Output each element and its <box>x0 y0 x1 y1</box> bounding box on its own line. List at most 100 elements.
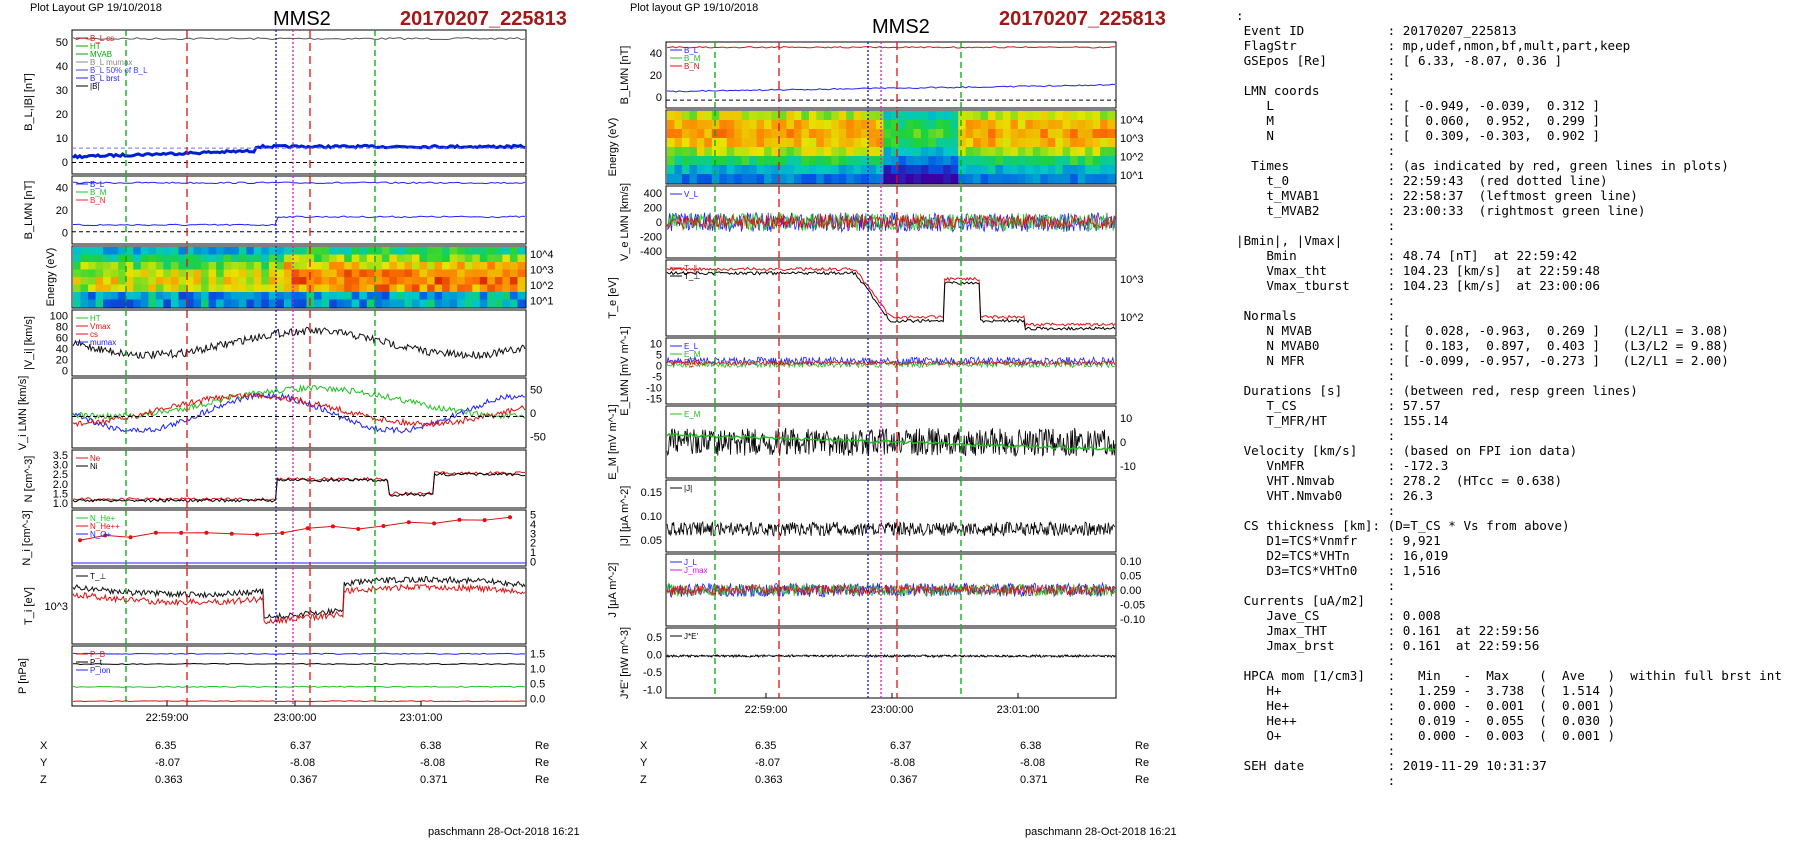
spectrogram-cell <box>231 277 240 286</box>
y-axis-label: V_e LMN [km/s] <box>619 183 631 261</box>
spectrogram-cell <box>434 247 443 256</box>
legend-label: N_He++ <box>90 522 120 531</box>
spectrogram-cell <box>178 269 187 278</box>
spectrogram-cell <box>1092 138 1101 148</box>
coord-value: -8.07 <box>155 757 181 769</box>
spectrogram-cell <box>103 262 112 271</box>
spectrogram-cell <box>1107 138 1116 148</box>
spectrogram-cell <box>457 284 466 293</box>
spectrogram-cell <box>674 156 683 166</box>
series-PB <box>73 662 526 666</box>
coord-value: 0.367 <box>890 774 918 786</box>
series-EM-filtered <box>666 432 1116 452</box>
y-tick-label: 10^3 <box>1120 274 1144 286</box>
spectrogram-cell <box>995 111 1004 121</box>
spectrogram-cell <box>696 156 705 166</box>
spectrogram-cell <box>494 284 503 293</box>
spectrogram-cell <box>891 120 900 130</box>
spectrogram-cell <box>487 262 496 271</box>
spectrogram-cell <box>1047 111 1056 121</box>
spectrogram-cell <box>110 299 119 308</box>
panel-frame-N <box>71 449 527 509</box>
spectrogram-cell <box>779 174 788 184</box>
y-tick-label: 5 <box>656 350 662 362</box>
spectrogram-cell <box>118 284 127 293</box>
coord-row-label: X <box>40 740 48 752</box>
spectrogram-cell <box>898 156 907 166</box>
spectrogram-cell <box>1017 129 1026 139</box>
spectrogram-cell <box>186 262 195 271</box>
legend-label: B_L <box>684 46 699 55</box>
spectrogram-cell <box>1107 111 1116 121</box>
spectrogram-cell <box>1092 120 1101 130</box>
spectrogram-cell <box>412 277 421 286</box>
spectrogram-cell <box>140 269 149 278</box>
spectrogram-cell <box>80 254 89 263</box>
spectrogram-cell <box>223 269 232 278</box>
spectrogram-cell <box>726 129 735 139</box>
spectrogram-cell <box>155 269 164 278</box>
spectrogram-cell <box>771 111 780 121</box>
spectrogram-cell <box>838 129 847 139</box>
spectrogram-cell <box>831 156 840 166</box>
spectrogram-cell <box>905 156 914 166</box>
spectrogram-cell <box>299 254 308 263</box>
spectrogram-cell <box>1062 129 1071 139</box>
coord-row-label: Z <box>640 774 647 786</box>
spectrogram-cell <box>905 147 914 157</box>
legend-label: J_max <box>684 566 708 575</box>
spectrogram-cell <box>1062 138 1071 148</box>
spectrogram-cell <box>704 129 713 139</box>
spectrogram-cell <box>396 284 405 293</box>
spectrogram-cell <box>276 277 285 286</box>
spectrogram-cell <box>472 247 481 256</box>
spectrogram-cell <box>1100 174 1109 184</box>
spectrogram-cell <box>898 165 907 175</box>
spectrogram-cell <box>163 247 172 256</box>
He-plus-point <box>406 520 411 525</box>
legend-label: |B| <box>90 82 100 91</box>
spectrogram-cell <box>381 292 390 301</box>
spectrogram-cell <box>891 165 900 175</box>
y-tick-label: 60 <box>56 333 68 345</box>
spectrogram-cell <box>329 299 338 308</box>
y-axis-label: |V_i| [km/s] <box>23 316 35 370</box>
spectrogram-cell <box>427 254 436 263</box>
y-tick-label: 10^1 <box>1120 170 1144 182</box>
spectrogram-cell <box>726 165 735 175</box>
spectrogram-cell <box>935 174 944 184</box>
spectrogram-cell <box>1107 129 1116 139</box>
spectrogram-cell <box>838 174 847 184</box>
spectrogram-cell <box>667 147 676 157</box>
He-plus-point <box>229 531 234 536</box>
x-tick-label: 23:00:00 <box>274 712 317 724</box>
spectrogram-cell <box>905 129 914 139</box>
spectrogram-cell <box>801 156 810 166</box>
spectrogram-cell <box>208 247 217 256</box>
spectrogram-cell <box>749 129 758 139</box>
spectrogram-cell <box>148 284 157 293</box>
spectrogram-cell <box>216 262 225 271</box>
spectrogram-cell <box>801 147 810 157</box>
spectrogram-cell <box>155 292 164 301</box>
spectrogram-cell <box>719 129 728 139</box>
spectrogram-cell <box>321 284 330 293</box>
He-plus-point <box>179 530 184 535</box>
spectrogram-cell <box>920 120 929 130</box>
spectrogram-cell <box>749 120 758 130</box>
y-tick-label: 10^3 <box>1120 133 1144 145</box>
plot2-event-id: 20170207_225813 <box>999 8 1166 30</box>
spectrogram-cell <box>681 111 690 121</box>
spectrogram-cell <box>1055 174 1064 184</box>
spectrogram-cell <box>958 156 967 166</box>
spectrogram-cell <box>726 138 735 148</box>
panel-frame-Espec <box>665 109 1117 185</box>
spectrogram-cell <box>995 129 1004 139</box>
spectrogram-cell <box>193 254 202 263</box>
spectrogram-cell <box>389 299 398 308</box>
legend-label: E_N <box>684 358 700 367</box>
spectrogram-cell <box>163 284 172 293</box>
spectrogram-cell <box>201 254 210 263</box>
spectrogram-cell <box>831 129 840 139</box>
spectrogram-cell <box>366 277 375 286</box>
